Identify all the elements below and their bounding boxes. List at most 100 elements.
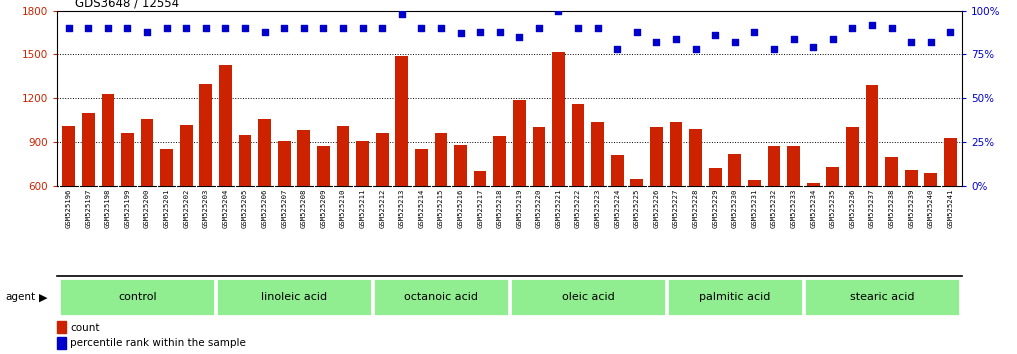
Text: GSM525226: GSM525226 xyxy=(654,189,659,228)
Point xyxy=(80,25,97,31)
Text: agent: agent xyxy=(5,292,36,302)
Bar xyxy=(356,141,369,273)
Text: GSM525215: GSM525215 xyxy=(438,189,444,228)
Text: GSM525206: GSM525206 xyxy=(261,189,267,228)
Point xyxy=(394,11,410,17)
FancyBboxPatch shape xyxy=(59,278,216,316)
Bar xyxy=(297,130,310,273)
Bar xyxy=(493,136,506,273)
FancyBboxPatch shape xyxy=(216,278,372,316)
Bar xyxy=(709,169,722,273)
Text: GSM525224: GSM525224 xyxy=(614,189,620,228)
Text: GSM525219: GSM525219 xyxy=(517,189,523,228)
Text: GSM525217: GSM525217 xyxy=(477,189,483,228)
Text: GSM525200: GSM525200 xyxy=(144,189,151,228)
Text: GSM525205: GSM525205 xyxy=(242,189,248,228)
Text: GSM525222: GSM525222 xyxy=(575,189,581,228)
Bar xyxy=(806,183,820,273)
Point xyxy=(668,36,684,41)
Bar xyxy=(317,146,330,273)
Text: GSM525202: GSM525202 xyxy=(183,189,189,228)
Bar xyxy=(924,173,937,273)
Point xyxy=(863,22,880,28)
Bar xyxy=(102,94,114,273)
Bar xyxy=(258,119,271,273)
FancyBboxPatch shape xyxy=(510,278,666,316)
Point xyxy=(296,25,312,31)
Point xyxy=(178,25,194,31)
Text: GSM525196: GSM525196 xyxy=(66,189,72,228)
Point xyxy=(531,25,547,31)
Text: palmitic acid: palmitic acid xyxy=(699,292,771,302)
Text: GSM525227: GSM525227 xyxy=(673,189,679,228)
Point xyxy=(590,25,606,31)
Bar xyxy=(885,156,898,273)
Text: GSM525232: GSM525232 xyxy=(771,189,777,228)
Text: GSM525238: GSM525238 xyxy=(889,189,895,228)
Text: GSM525199: GSM525199 xyxy=(124,189,130,228)
Bar xyxy=(650,127,663,273)
Point xyxy=(903,39,919,45)
Point xyxy=(374,25,391,31)
Text: GSM525239: GSM525239 xyxy=(908,189,914,228)
Point xyxy=(276,25,292,31)
Text: GSM525197: GSM525197 xyxy=(85,189,92,228)
Bar xyxy=(180,125,192,273)
Text: GSM525240: GSM525240 xyxy=(928,189,934,228)
Text: linoleic acid: linoleic acid xyxy=(261,292,327,302)
Bar xyxy=(728,154,741,273)
Text: GSM525234: GSM525234 xyxy=(811,189,817,228)
Bar xyxy=(787,147,800,273)
Text: count: count xyxy=(70,322,100,332)
Text: GSM525214: GSM525214 xyxy=(418,189,424,228)
Bar xyxy=(768,147,780,273)
Text: GDS3648 / 12554: GDS3648 / 12554 xyxy=(75,0,179,10)
Text: GSM525237: GSM525237 xyxy=(869,189,875,228)
Point xyxy=(785,36,801,41)
Point xyxy=(119,25,135,31)
Text: GSM525211: GSM525211 xyxy=(360,189,365,228)
Bar xyxy=(552,51,564,273)
Point xyxy=(159,25,175,31)
Text: GSM525203: GSM525203 xyxy=(202,189,208,228)
Text: GSM525223: GSM525223 xyxy=(595,189,601,228)
Bar xyxy=(611,155,623,273)
Point xyxy=(61,25,77,31)
Point xyxy=(884,25,900,31)
Point xyxy=(727,39,743,45)
Point xyxy=(100,25,116,31)
Bar xyxy=(827,167,839,273)
Bar xyxy=(474,171,486,273)
Text: GSM525233: GSM525233 xyxy=(790,189,796,228)
Bar xyxy=(572,104,585,273)
Bar xyxy=(82,113,95,273)
Bar xyxy=(434,133,447,273)
Text: GSM525208: GSM525208 xyxy=(301,189,307,228)
Point xyxy=(707,32,723,38)
Point xyxy=(746,29,763,34)
Point xyxy=(355,25,371,31)
Point xyxy=(609,46,625,52)
Bar xyxy=(121,133,134,273)
Bar xyxy=(865,85,879,273)
Text: GSM525212: GSM525212 xyxy=(379,189,385,228)
Point xyxy=(335,25,351,31)
Bar xyxy=(57,337,66,349)
Bar xyxy=(669,122,682,273)
Text: GSM525207: GSM525207 xyxy=(282,189,287,228)
Bar xyxy=(278,141,291,273)
Point xyxy=(315,25,332,31)
Bar xyxy=(591,122,604,273)
Text: GSM525236: GSM525236 xyxy=(849,189,855,228)
Bar xyxy=(455,145,467,273)
Text: GSM525241: GSM525241 xyxy=(947,189,953,228)
Text: stearic acid: stearic acid xyxy=(849,292,914,302)
Text: oleic acid: oleic acid xyxy=(561,292,614,302)
Point xyxy=(825,36,841,41)
Text: percentile rank within the sample: percentile rank within the sample xyxy=(70,338,246,348)
Bar xyxy=(140,119,154,273)
Text: GSM525201: GSM525201 xyxy=(164,189,170,228)
Bar xyxy=(846,127,858,273)
Bar xyxy=(57,321,66,333)
Text: GSM525216: GSM525216 xyxy=(458,189,464,228)
